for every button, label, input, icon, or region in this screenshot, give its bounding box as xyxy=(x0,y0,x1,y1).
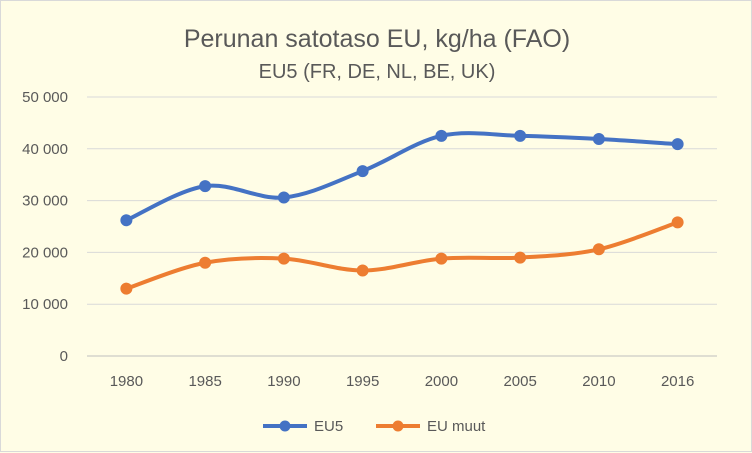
y-tick-label: 40 000 xyxy=(22,141,68,158)
x-tick-label: 2010 xyxy=(582,373,615,390)
data-point xyxy=(120,282,133,295)
data-point xyxy=(514,129,527,142)
y-tick-label: 10 000 xyxy=(22,296,68,313)
data-point xyxy=(356,264,369,277)
y-tick-label: 20 000 xyxy=(22,244,68,261)
data-point xyxy=(435,252,448,265)
y-tick-label: 0 xyxy=(60,348,68,365)
legend-marker xyxy=(279,420,291,432)
x-tick-label: 2000 xyxy=(425,373,458,390)
data-point xyxy=(592,132,605,145)
series-eu5 xyxy=(120,129,684,227)
series-line xyxy=(124,131,680,223)
data-point xyxy=(199,256,212,269)
data-point xyxy=(120,214,133,227)
x-tick-label: 2016 xyxy=(661,373,694,390)
x-axis-ticks: 1980 1985 1990 1995 2000 2005 2010 2016 xyxy=(110,373,695,390)
x-tick-label: 1980 xyxy=(110,373,143,390)
data-point xyxy=(277,252,290,265)
series-line xyxy=(124,220,680,291)
data-point xyxy=(514,251,527,264)
data-point xyxy=(356,165,369,178)
data-point xyxy=(671,138,684,151)
chart-title: Perunan satotaso EU, kg/ha (FAO) xyxy=(184,25,570,53)
y-axis-ticks: 0 10 000 20 000 30 000 40 000 50 000 xyxy=(22,89,68,365)
data-point xyxy=(277,191,290,204)
x-tick-label: 1985 xyxy=(188,373,221,390)
x-tick-label: 2005 xyxy=(503,373,536,390)
legend-item: EU5 xyxy=(263,418,343,435)
y-tick-label: 30 000 xyxy=(22,193,68,210)
grid-lines xyxy=(87,96,717,357)
x-tick-label: 1990 xyxy=(267,373,300,390)
legend: EU5 EU muut xyxy=(263,418,486,435)
x-tick-label: 1995 xyxy=(346,373,379,390)
legend-item: EU muut xyxy=(376,418,486,435)
data-point xyxy=(435,129,448,142)
chart-subtitle: EU5 (FR, DE, NL, BE, UK) xyxy=(259,61,496,83)
data-point xyxy=(199,180,212,193)
legend-label: EU5 xyxy=(314,418,343,435)
data-point xyxy=(671,216,684,229)
data-point xyxy=(592,243,605,256)
legend-label: EU muut xyxy=(427,418,486,435)
legend-marker xyxy=(392,420,404,432)
y-tick-label: 50 000 xyxy=(22,89,68,106)
series-eu-muut xyxy=(120,216,684,295)
series-group xyxy=(120,129,684,295)
